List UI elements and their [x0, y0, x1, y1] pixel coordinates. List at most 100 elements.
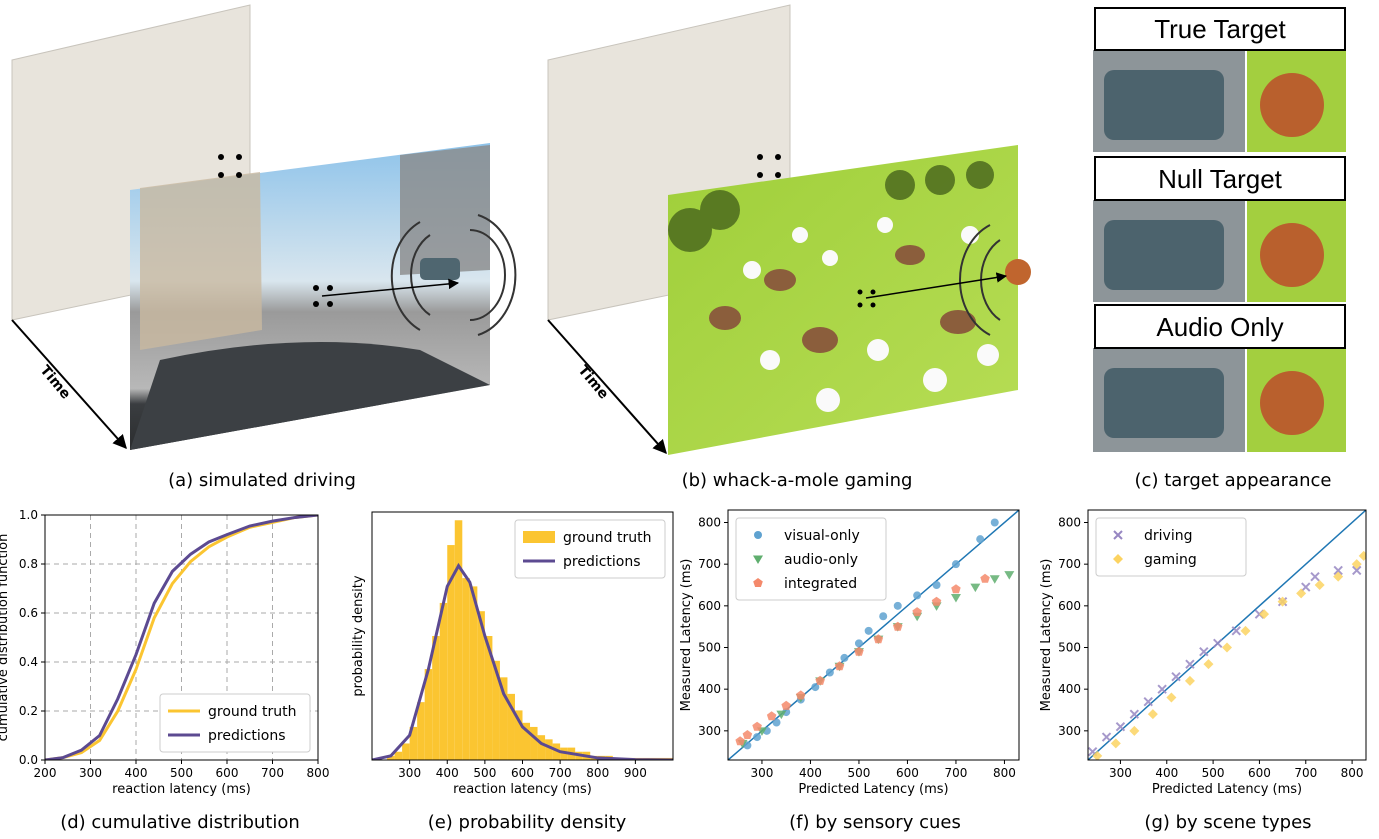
point: [932, 597, 942, 606]
y-tick-label: 300: [1058, 724, 1081, 738]
panel-c: True Target Null Target Audio Only (c) t…: [1093, 8, 1346, 491]
caption: (a) simulated driving: [168, 470, 356, 491]
legend-label: driving: [1144, 528, 1192, 544]
caption: (f) by sensory cues: [789, 812, 961, 833]
point: [991, 519, 999, 527]
point: [1311, 573, 1319, 581]
point: [1214, 639, 1222, 647]
time-axis: [12, 320, 126, 448]
dashboard: [130, 342, 490, 450]
point: [1004, 571, 1014, 580]
target-label: Audio Only: [1156, 312, 1283, 342]
point: [1185, 676, 1195, 686]
y-tick-label: 0.2: [19, 704, 38, 718]
x-tick-label: 400: [436, 766, 459, 780]
x-tick-label: 800: [586, 766, 609, 780]
point: [893, 622, 903, 631]
legend-label: visual-only: [784, 528, 860, 544]
point: [951, 594, 961, 603]
point: [1144, 698, 1152, 706]
mole: [1005, 259, 1031, 285]
point: [1222, 643, 1232, 653]
x-tick-label: 300: [1109, 766, 1132, 780]
y-tick-label: 800: [698, 516, 721, 530]
y-axis-label: Measured Latency (ms): [1039, 559, 1054, 712]
point: [781, 701, 791, 710]
point: [976, 535, 984, 543]
x-tick-label: 500: [1202, 766, 1225, 780]
target-row: True Target: [1093, 8, 1346, 152]
x-axis-label: Predicted Latency (ms): [798, 782, 948, 797]
point: [951, 584, 961, 593]
legend: visual-only audio-only integrated: [736, 518, 886, 600]
point: [980, 574, 990, 583]
y-tick-label: 0.8: [19, 557, 38, 571]
point: [913, 591, 921, 599]
legend-swatch: [754, 531, 762, 539]
hist-bar: [530, 727, 538, 760]
x-tick-label: 300: [79, 766, 102, 780]
hist-bar: [538, 735, 546, 760]
chart: 300400500600700800300400500600700800Pred…: [1039, 510, 1369, 833]
point: [874, 634, 884, 643]
y-tick-label: 0.6: [19, 606, 38, 620]
point: [1129, 726, 1139, 736]
point: [855, 639, 863, 647]
point: [952, 560, 960, 568]
y-axis-label: cumulative distribution function: [0, 534, 11, 742]
point: [1166, 693, 1176, 703]
x-tick-label: 600: [216, 766, 239, 780]
point: [1116, 723, 1124, 731]
panel-b: Time (b) whack-a-mole gaming: [548, 5, 1031, 491]
x-tick-label: 600: [1248, 766, 1271, 780]
panel-a: Time (a) simulated driving: [12, 5, 515, 491]
legend-label: ground truth: [563, 530, 651, 546]
x-tick-label: 300: [398, 766, 421, 780]
x-tick-label: 800: [307, 766, 330, 780]
legend: drivinggaming: [1096, 518, 1246, 576]
legend-label: integrated: [784, 576, 857, 592]
point: [1359, 551, 1369, 561]
target-row: Null Target: [1093, 157, 1346, 302]
y-tick-label: 700: [1058, 557, 1081, 571]
point: [1103, 733, 1111, 741]
x-tick-label: 700: [944, 766, 967, 780]
point: [1302, 583, 1310, 591]
point: [743, 730, 753, 739]
target-row: Audio Only: [1093, 305, 1346, 452]
hist-bar: [470, 586, 478, 760]
point: [767, 711, 777, 720]
point: [835, 661, 845, 670]
x-tick-label: 600: [896, 766, 919, 780]
hist-bar: [455, 520, 463, 760]
y-tick-label: 700: [698, 557, 721, 571]
hist-bar: [545, 739, 553, 760]
point: [753, 733, 761, 741]
y-tick-label: 500: [1058, 641, 1081, 655]
point: [796, 690, 806, 699]
point: [894, 602, 902, 610]
x-tick-label: 500: [847, 766, 870, 780]
point: [1259, 609, 1269, 619]
x-tick-label: 500: [473, 766, 496, 780]
legend-label: audio-only: [784, 552, 858, 568]
point: [1148, 709, 1158, 719]
y-tick-label: 800: [1058, 516, 1081, 530]
car: [420, 258, 460, 280]
point: [1296, 588, 1306, 598]
point: [1172, 673, 1180, 681]
target-label: True Target: [1154, 14, 1286, 44]
y-tick-label: 300: [698, 724, 721, 738]
chart: 2003004005006007008000.00.20.40.60.81.0r…: [0, 508, 329, 833]
hist-bar: [440, 603, 448, 760]
x-tick-label: 500: [170, 766, 193, 780]
x-tick-label: 800: [1341, 766, 1364, 780]
point: [1130, 710, 1138, 718]
hist-bar: [417, 702, 425, 760]
x-tick-label: 400: [1155, 766, 1178, 780]
point: [1241, 626, 1251, 636]
point: [990, 575, 1000, 584]
x-axis-label: reaction latency (ms): [453, 782, 592, 797]
x-tick-label: 700: [261, 766, 284, 780]
